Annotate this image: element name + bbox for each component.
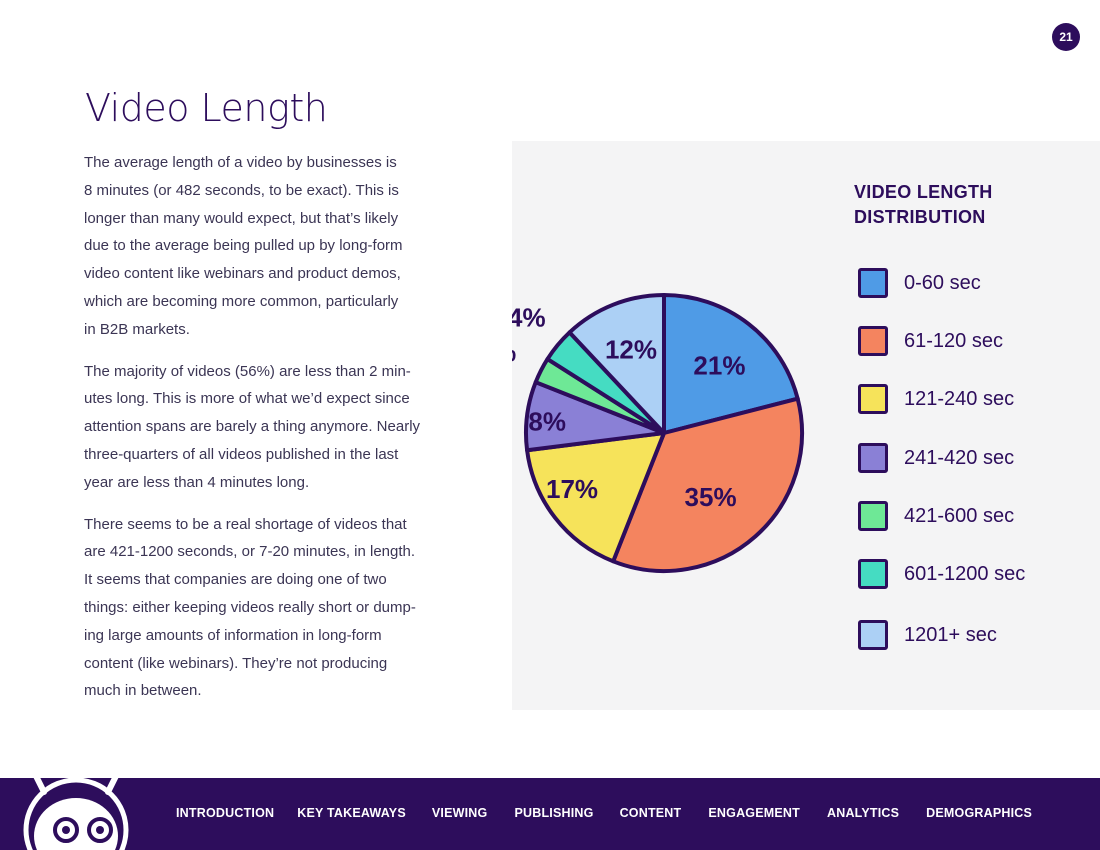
nav-content[interactable]: CONTENT — [619, 806, 682, 820]
text-line: which are becoming more common, particul… — [84, 292, 399, 310]
body-text: The average length of a video by busines… — [84, 149, 436, 719]
nav-engagement[interactable]: ENGAGEMENT — [708, 806, 800, 820]
footer-nav-bar: INTRODUCTION KEY TAKEAWAYS VIEWING PUBLI… — [0, 778, 1100, 850]
pie-slice-0-60-sec — [662, 293, 800, 435]
nav-key-takeaways[interactable]: KEY TAKEAWAYS — [297, 806, 406, 820]
pie-label-1201-sec: 12% — [605, 335, 657, 365]
text-line: The average length of a video by busines… — [84, 154, 397, 171]
pie-label-421-600-sec: 3% — [512, 337, 516, 367]
page-title: Video Length — [85, 86, 328, 130]
legend-item-61-120: 61-120 sec — [858, 323, 1003, 359]
legend-label: 421-600 sec — [904, 504, 1015, 527]
legend-label: 1201+ sec — [904, 623, 997, 646]
text-line: content (like webinars). They’re not pro… — [84, 654, 388, 672]
pie-label-601-1200-sec: 4% — [512, 303, 546, 333]
legend-swatch — [858, 443, 888, 473]
pie-label-241-420-sec: 8% — [528, 407, 566, 437]
text-line: longer than many would expect, but that’… — [84, 209, 399, 227]
nav-viewing[interactable]: VIEWING — [431, 806, 488, 820]
pie-slice-1201-sec — [567, 293, 666, 435]
text-line: 8 minutes (or 482 seconds, to be exact).… — [84, 181, 399, 199]
text-line: are 421-1200 seconds, or 7-20 minutes, i… — [84, 543, 416, 561]
text-line: ing large amounts of information in long… — [84, 626, 382, 644]
text-line: year are less than 4 minutes long. — [84, 473, 310, 491]
legend-item-421-600: 421-600 sec — [858, 498, 1014, 534]
chart-panel: 21% 35% 17% 8% 3% 4% 12% — [512, 141, 1100, 710]
legend-label: 241-420 sec — [904, 446, 1015, 469]
legend-item-601-1200: 601-1200 sec — [858, 556, 1025, 592]
text-line: It seems that companies are doing one of… — [84, 571, 387, 589]
legend-item-0-60: 0-60 sec — [858, 265, 981, 301]
text-line: three-quarters of all videos published i… — [84, 445, 399, 463]
legend-label: 0-60 sec — [904, 271, 981, 294]
paragraph-2: The majority of videos (56%) are less th… — [84, 358, 436, 497]
legend-item-1201-plus: 1201+ sec — [858, 617, 997, 653]
page-number-badge: 21 — [1052, 23, 1080, 51]
text-line: things: either keeping videos really sho… — [84, 598, 416, 616]
text-line: attention spans are barely a thing anymo… — [84, 418, 421, 436]
text-line: much in between. — [84, 682, 202, 700]
legend-item-241-420: 241-420 sec — [858, 440, 1014, 476]
chart-title: VIDEO LENGTH DISTRIBUTION — [854, 182, 993, 227]
pie-chart: 21% 35% 17% 8% 3% 4% 12% — [512, 293, 804, 573]
pie-slice-121-240-sec — [525, 431, 666, 564]
footer-nav: INTRODUCTION KEY TAKEAWAYS VIEWING PUBLI… — [176, 806, 1032, 820]
legend-swatch — [858, 384, 888, 414]
text-line: The majority of videos (56%) are less th… — [84, 362, 411, 380]
legend-swatch — [858, 268, 888, 298]
pie-label-121-240-sec: 17% — [546, 474, 598, 504]
text-line: due to the average being pulled up by lo… — [84, 237, 403, 255]
legend-swatch — [858, 501, 888, 531]
pie-label-0-60-sec: 21% — [693, 350, 745, 380]
text-line: in B2B markets. — [84, 320, 190, 338]
text-line: There seems to be a real shortage of vid… — [84, 515, 407, 533]
paragraph-1: The average length of a video by busines… — [84, 149, 436, 344]
legend-item-121-240: 121-240 sec — [858, 381, 1014, 417]
nav-analytics[interactable]: ANALYTICS — [826, 806, 900, 820]
nav-demographics[interactable]: DEMOGRAPHICS — [926, 806, 1033, 820]
legend-label: 121-240 sec — [904, 387, 1015, 410]
text-line: video content like webinars and product … — [84, 265, 401, 283]
legend-swatch — [858, 326, 888, 356]
mascot-logo-icon — [23, 778, 129, 850]
pie-slice-61-120-sec — [611, 396, 804, 573]
legend-swatch — [858, 559, 888, 589]
legend-label: 601-1200 sec — [904, 562, 1026, 585]
text-line: utes long. This is more of what we’d exp… — [84, 390, 410, 408]
paragraph-3: There seems to be a real shortage of vid… — [84, 511, 436, 706]
legend-swatch — [858, 620, 888, 650]
nav-publishing[interactable]: PUBLISHING — [514, 806, 594, 820]
legend-label: 61-120 sec — [904, 329, 1003, 352]
nav-introduction[interactable]: INTRODUCTION — [176, 806, 275, 820]
pie-label-61-120-sec: 35% — [685, 482, 737, 512]
